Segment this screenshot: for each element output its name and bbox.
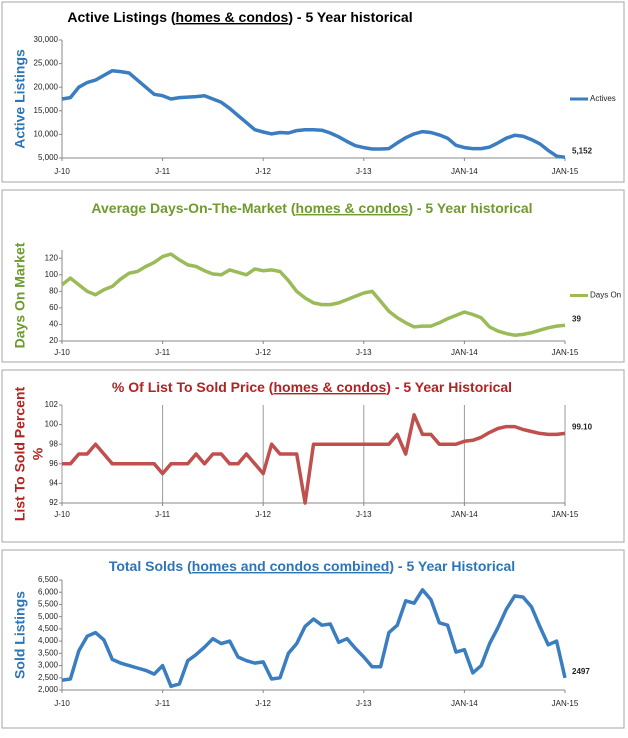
x-tick-label: J-10 — [54, 167, 70, 176]
y-axis-label: Sold Listings — [12, 591, 28, 679]
y-tick-label: 5,000 — [38, 153, 59, 162]
y-tick-label: 30,000 — [34, 35, 59, 44]
title-part: Active Listings ( — [67, 9, 175, 25]
title-part: homes and condos combined — [192, 558, 390, 574]
y-tick-label: 120 — [45, 253, 59, 262]
y-axis-label: % — [30, 447, 46, 460]
x-tick-label: J-12 — [255, 348, 271, 357]
y-axis-label: List To Sold Percent — [12, 387, 28, 522]
y-tick-label: 2,500 — [38, 673, 59, 682]
panel-frame — [1, 549, 625, 729]
x-tick-label: J-11 — [155, 348, 171, 357]
chart-panel: Active Listings (homes & condos) - 5 Yea… — [1, 1, 625, 183]
y-tick-label: 5,500 — [38, 600, 59, 609]
y-tick-label: 102 — [45, 400, 59, 409]
y-tick-label: 92 — [49, 498, 58, 507]
y-tick-label: 25,000 — [34, 59, 59, 68]
x-tick-label: J-10 — [54, 510, 70, 519]
title-part: homes & condos — [296, 200, 409, 216]
chart-title: % Of List To Sold Price (homes & condos)… — [112, 379, 512, 395]
y-tick-label: 3,000 — [38, 661, 59, 670]
x-tick-label: J-13 — [356, 348, 372, 357]
title-part: Average Days-On-The-Market ( — [91, 200, 295, 216]
x-tick-label: J-12 — [255, 510, 271, 519]
data-line — [61, 68, 566, 160]
title-part: ) - 5 Year Historical — [389, 558, 515, 574]
chart-title: Average Days-On-The-Market (homes & cond… — [91, 200, 532, 216]
x-tick-label: JAN-15 — [552, 167, 579, 176]
chart-panel: Total Solds (homes and condos combined) … — [1, 549, 625, 729]
data-line — [62, 413, 566, 505]
x-tick-label: JAN-15 — [552, 699, 579, 708]
y-tick-label: 20 — [49, 336, 58, 345]
legend-label: Actives — [590, 94, 616, 103]
x-tick-label: JAN-14 — [451, 348, 478, 357]
chart-panel: % Of List To Sold Price (homes & condos)… — [1, 369, 625, 543]
x-tick-label: J-11 — [155, 510, 171, 519]
x-tick-label: JAN-15 — [552, 510, 579, 519]
y-tick-label: 2,000 — [38, 685, 59, 694]
x-tick-label: J-12 — [255, 699, 271, 708]
chart-panel: Average Days-On-The-Market (homes & cond… — [1, 189, 625, 363]
x-tick-label: J-11 — [155, 167, 171, 176]
legend-label: Days On — [590, 291, 621, 300]
y-axis-label: Active Listings — [12, 49, 28, 149]
x-tick-label: J-10 — [54, 348, 70, 357]
y-tick-label: 10,000 — [34, 130, 59, 139]
title-part: ) - 5 Year historical — [288, 9, 412, 25]
y-tick-label: 20,000 — [34, 82, 59, 91]
data-label: 39 — [572, 314, 581, 323]
data-label: 99.10 — [572, 423, 593, 432]
y-tick-label: 100 — [45, 420, 59, 429]
y-tick-label: 3,500 — [38, 648, 59, 657]
x-tick-label: JAN-15 — [552, 348, 579, 357]
x-tick-label: J-13 — [356, 510, 372, 519]
x-tick-label: J-11 — [155, 699, 171, 708]
x-tick-label: JAN-14 — [451, 510, 478, 519]
y-tick-label: 80 — [49, 286, 58, 295]
chart-title: Active Listings (homes & condos) - 5 Yea… — [67, 9, 412, 25]
y-tick-label: 94 — [49, 479, 58, 488]
data-label: 5,152 — [572, 146, 593, 155]
y-tick-label: 40 — [49, 320, 58, 329]
panel-frame — [1, 189, 625, 363]
title-part: Total Solds ( — [109, 558, 192, 574]
x-tick-label: J-10 — [54, 699, 70, 708]
x-tick-label: JAN-14 — [451, 699, 478, 708]
panel-frame — [1, 1, 625, 183]
data-label: 2497 — [572, 667, 590, 676]
x-tick-label: J-12 — [255, 167, 271, 176]
title-part: homes & condos — [176, 9, 289, 25]
title-part: % Of List To Sold Price ( — [112, 379, 274, 395]
y-tick-label: 4,000 — [38, 636, 59, 645]
chart-title: Total Solds (homes and condos combined) … — [109, 558, 515, 574]
y-tick-label: 6,000 — [38, 587, 59, 596]
title-part: homes & condos — [273, 379, 386, 395]
x-tick-label: J-13 — [356, 167, 372, 176]
y-tick-label: 4,500 — [38, 624, 59, 633]
x-tick-label: J-13 — [356, 699, 372, 708]
y-axis-label: Days On Market — [12, 242, 28, 348]
y-tick-label: 6,500 — [38, 575, 59, 584]
y-tick-label: 98 — [49, 439, 58, 448]
y-tick-label: 15,000 — [34, 106, 59, 115]
y-tick-label: 5,000 — [38, 612, 59, 621]
y-tick-label: 60 — [49, 303, 58, 312]
data-line — [61, 588, 567, 689]
title-part: ) - 5 Year Historical — [386, 379, 512, 395]
x-tick-label: JAN-14 — [451, 167, 478, 176]
y-tick-label: 100 — [45, 270, 59, 279]
title-part: ) - 5 Year historical — [408, 200, 532, 216]
y-tick-label: 96 — [49, 459, 58, 468]
data-line — [60, 252, 566, 337]
